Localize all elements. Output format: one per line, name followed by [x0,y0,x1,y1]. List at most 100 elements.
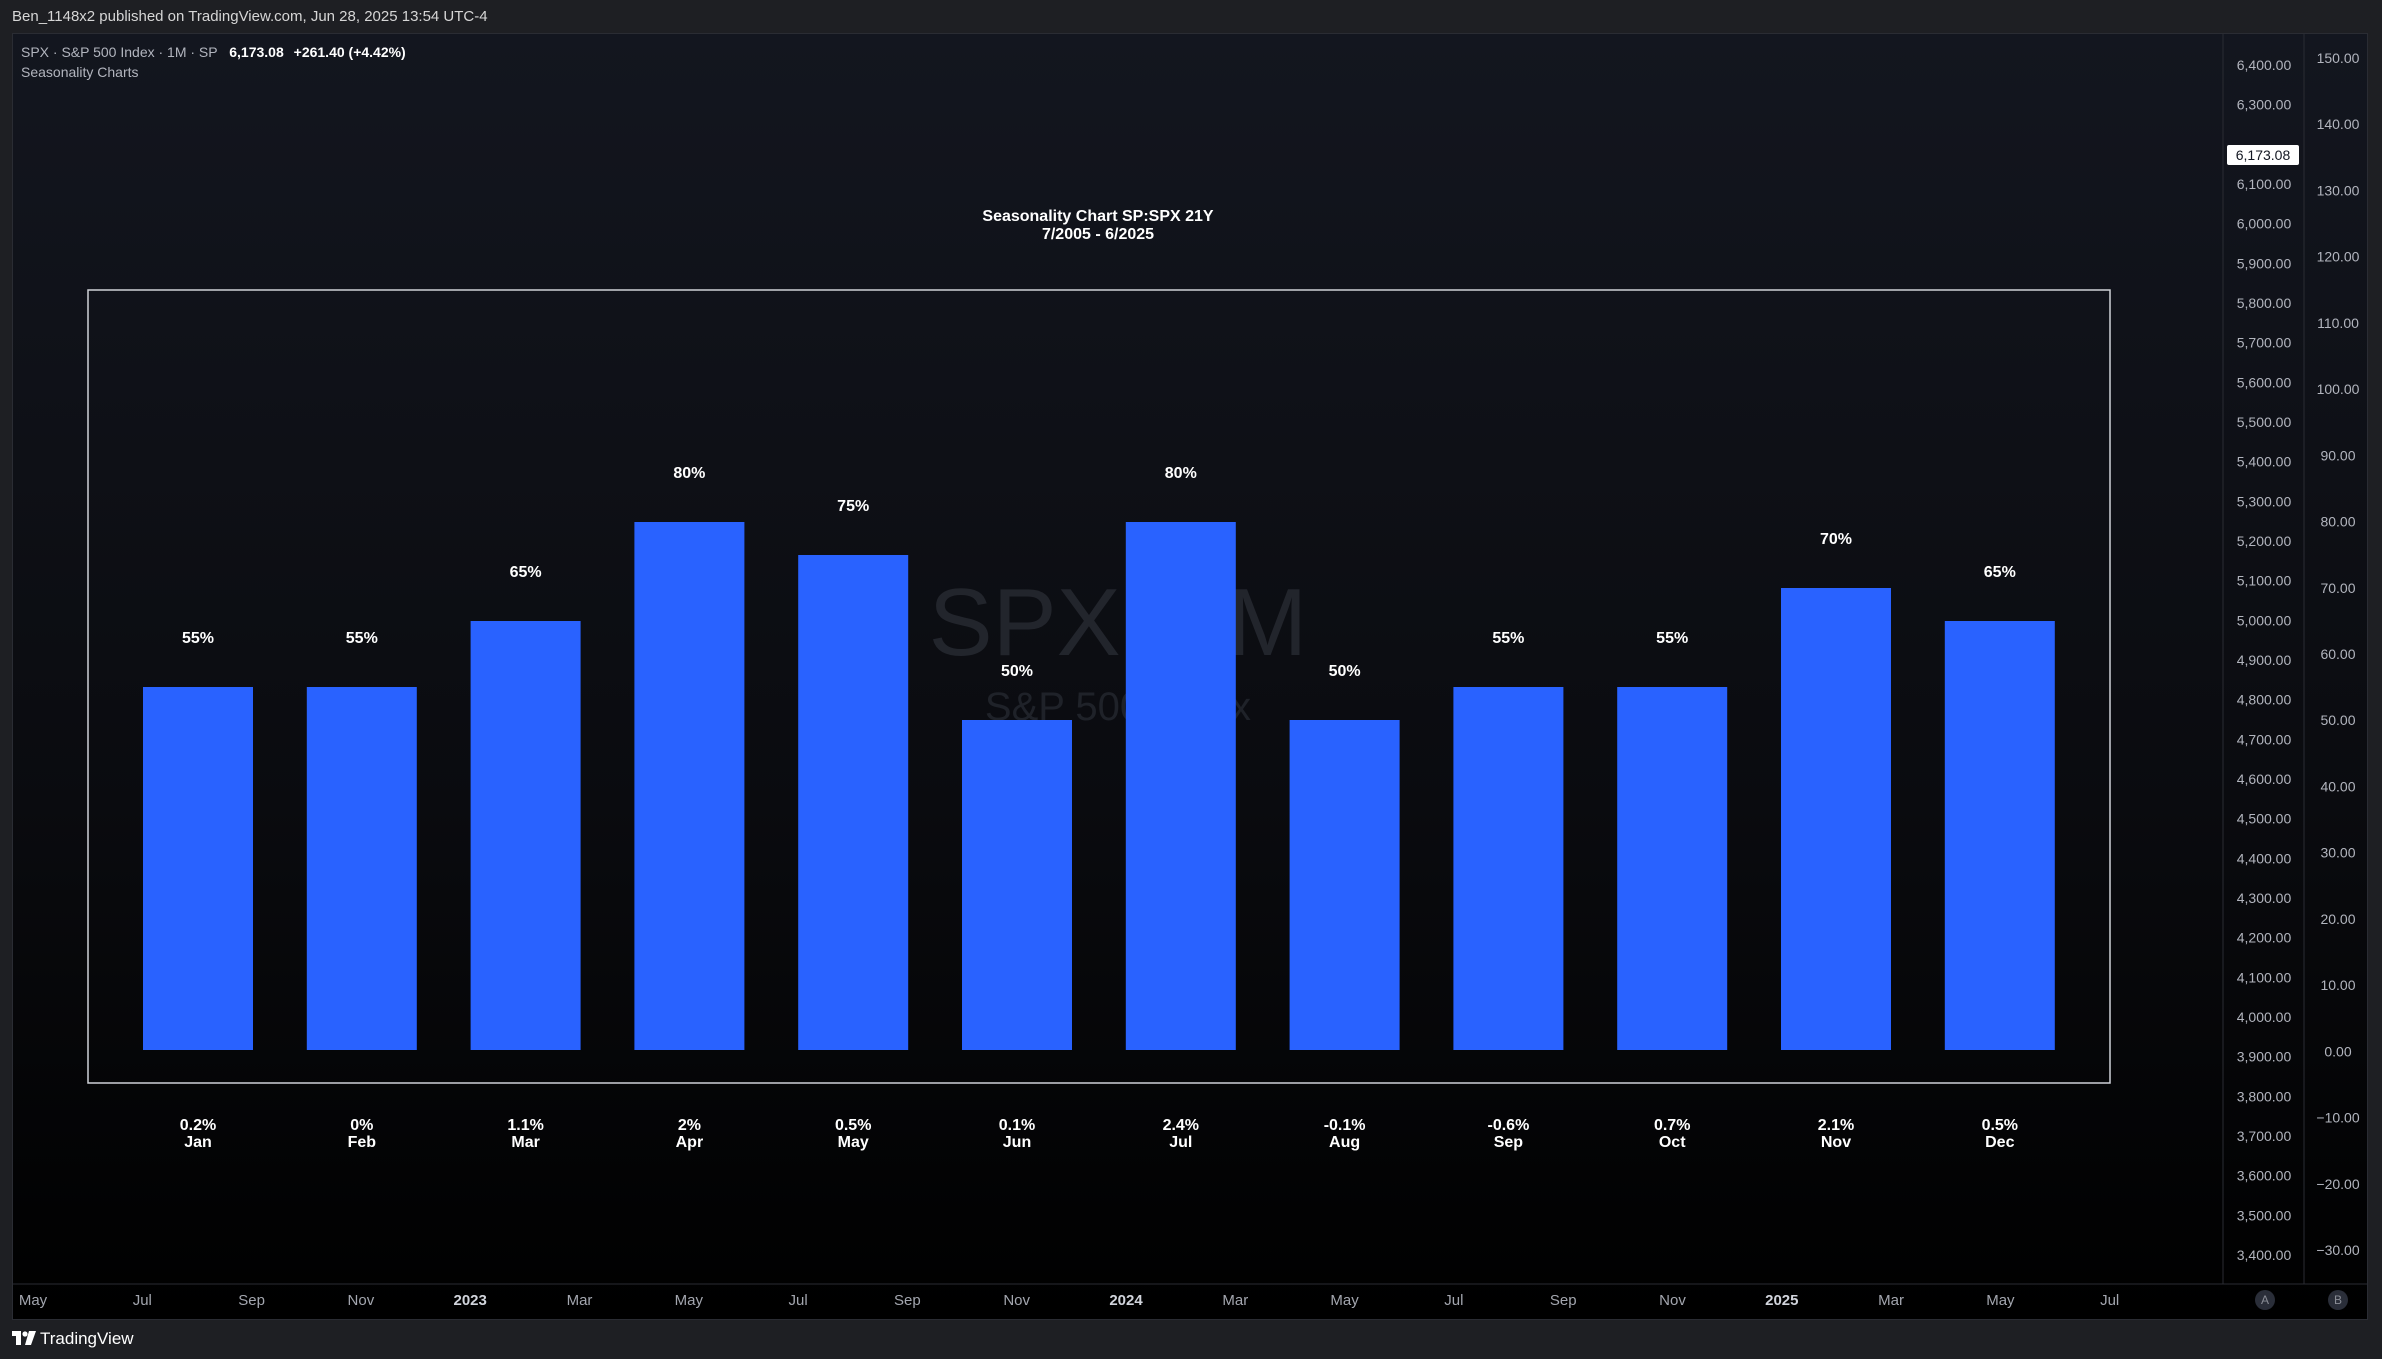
price-tick-label: 6,400.00 [2237,57,2292,73]
current-price-label: 6,173.08 [2236,147,2291,163]
bar-oct [1617,687,1728,1050]
avg-return-label: -0.1% [1324,1117,1366,1134]
month-label: Mar [511,1134,539,1151]
time-tick-label: Nov [1003,1292,1030,1309]
bar-nov [1781,588,1891,1050]
time-tick-label: Jul [1444,1292,1463,1309]
month-label: Aug [1329,1134,1360,1151]
price-tick-label: 6,100.00 [2237,176,2292,192]
price-tick-label: 3,900.00 [2237,1049,2292,1065]
month-label: Jul [1169,1134,1192,1151]
legend-symbol[interactable]: SPX · S&P 500 Index · 1M · SP [21,44,218,60]
bar-may [798,555,909,1050]
pct-tick-label: 90.00 [2320,447,2355,463]
time-tick-label: Mar [1878,1292,1904,1309]
publish-text: Ben_1148x2 published on TradingView.com,… [12,8,488,25]
price-tick-label: 4,500.00 [2237,811,2292,827]
publish-header: Ben_1148x2 published on TradingView.com,… [0,0,2382,33]
price-tick-label: 5,300.00 [2237,493,2292,509]
tradingview-brand[interactable]: TradingView [40,1329,134,1348]
time-tick-label: Sep [894,1292,921,1309]
month-label: Sep [1494,1134,1524,1151]
price-tick-label: 5,600.00 [2237,374,2292,390]
pct-tick-label: 140.00 [2317,116,2360,132]
time-tick-label: May [19,1292,48,1309]
avg-return-label: 0.5% [835,1117,871,1134]
month-label: Jun [1003,1134,1031,1151]
pct-tick-label: 0.00 [2324,1043,2351,1059]
avg-return-label: 1.1% [507,1117,543,1134]
time-tick-label: Nov [1659,1292,1686,1309]
price-tick-label: 4,600.00 [2237,771,2292,787]
bar-jul [1125,522,1236,1050]
price-tick-label: 5,100.00 [2237,573,2292,589]
pct-tick-label: 120.00 [2317,249,2360,265]
pct-tick-label: −30.00 [2316,1242,2359,1258]
seasonality-box [87,289,2111,1084]
pct-tick-label: 50.00 [2320,712,2355,728]
pct-tick-label: 40.00 [2320,778,2355,794]
time-tick-label: Jul [2100,1292,2119,1309]
time-tick-label: May [1330,1292,1359,1309]
avg-return-label: 0% [350,1117,373,1134]
time-tick-label: May [675,1292,704,1309]
legend-indicator[interactable]: Seasonality Charts [21,64,139,80]
price-tick-label: 3,600.00 [2237,1168,2292,1184]
watermark-symbol: SPX, 1M [929,569,1308,676]
bar-jun [962,720,1072,1050]
pct-tick-label: 150.00 [2317,50,2360,66]
avg-return-label: 2% [678,1117,701,1134]
auto-scale-button[interactable]: A [2255,1290,2275,1310]
pct-tick-label: 10.00 [2320,977,2355,993]
seasonality-subtitle: 7/2005 - 6/2025 [1042,226,1154,243]
price-tick-label: 5,000.00 [2237,612,2292,628]
bar-label: 50% [1329,663,1361,680]
footer-bar: TradingView [0,1320,2382,1359]
price-tick-label: 4,200.00 [2237,930,2292,946]
bar-apr [634,522,745,1050]
avg-return-label: 2.1% [1818,1117,1854,1134]
bar-label: 55% [1656,630,1688,647]
time-tick-label: 2023 [454,1292,487,1309]
price-tick-label: 5,400.00 [2237,454,2292,470]
month-label: Jan [184,1134,212,1151]
time-tick-label: 2025 [1765,1292,1798,1309]
month-label: Dec [1985,1134,2014,1151]
bar-label: 75% [837,498,869,515]
price-tick-label: 6,300.00 [2237,97,2292,113]
legend-change: +261.40 (+4.42%) [293,44,406,60]
bar-feb [306,687,417,1050]
bar-mar [470,621,581,1050]
bar-label: 70% [1820,531,1852,548]
pct-tick-label: −20.00 [2316,1176,2359,1192]
price-tick-label: 4,100.00 [2237,969,2292,985]
bar-label: 55% [182,630,214,647]
price-tick-label: 4,700.00 [2237,731,2292,747]
price-tick-label: 4,800.00 [2237,692,2292,708]
price-tick-label: 3,700.00 [2237,1128,2292,1144]
log-scale-button[interactable]: B [2328,1290,2348,1310]
bar-label: 55% [1492,630,1524,647]
month-label: Apr [676,1134,704,1151]
avg-return-label: 0.2% [180,1117,216,1134]
month-label: Oct [1659,1134,1686,1151]
bar-label: 50% [1001,663,1033,680]
pct-tick-label: 110.00 [2317,315,2359,331]
price-tick-label: 3,400.00 [2237,1247,2292,1263]
price-tick-label: 5,200.00 [2237,533,2292,549]
pct-tick-label: −10.00 [2316,1110,2359,1126]
time-tick-label: Sep [1550,1292,1577,1309]
price-tick-label: 4,400.00 [2237,850,2292,866]
bar-label: 80% [1165,465,1197,482]
time-tick-label: Mar [567,1292,593,1309]
seasonality-title: Seasonality Chart SP:SPX 21Y [982,208,1214,225]
avg-return-label: 0.7% [1654,1117,1690,1134]
pct-tick-label: 80.00 [2320,514,2355,530]
bar-dec [1944,621,2055,1050]
price-tick-label: 5,700.00 [2237,335,2292,351]
time-tick-label: Mar [1222,1292,1248,1309]
month-label: Feb [348,1134,377,1151]
time-tick-label: May [1986,1292,2015,1309]
bar-label: 55% [346,630,378,647]
